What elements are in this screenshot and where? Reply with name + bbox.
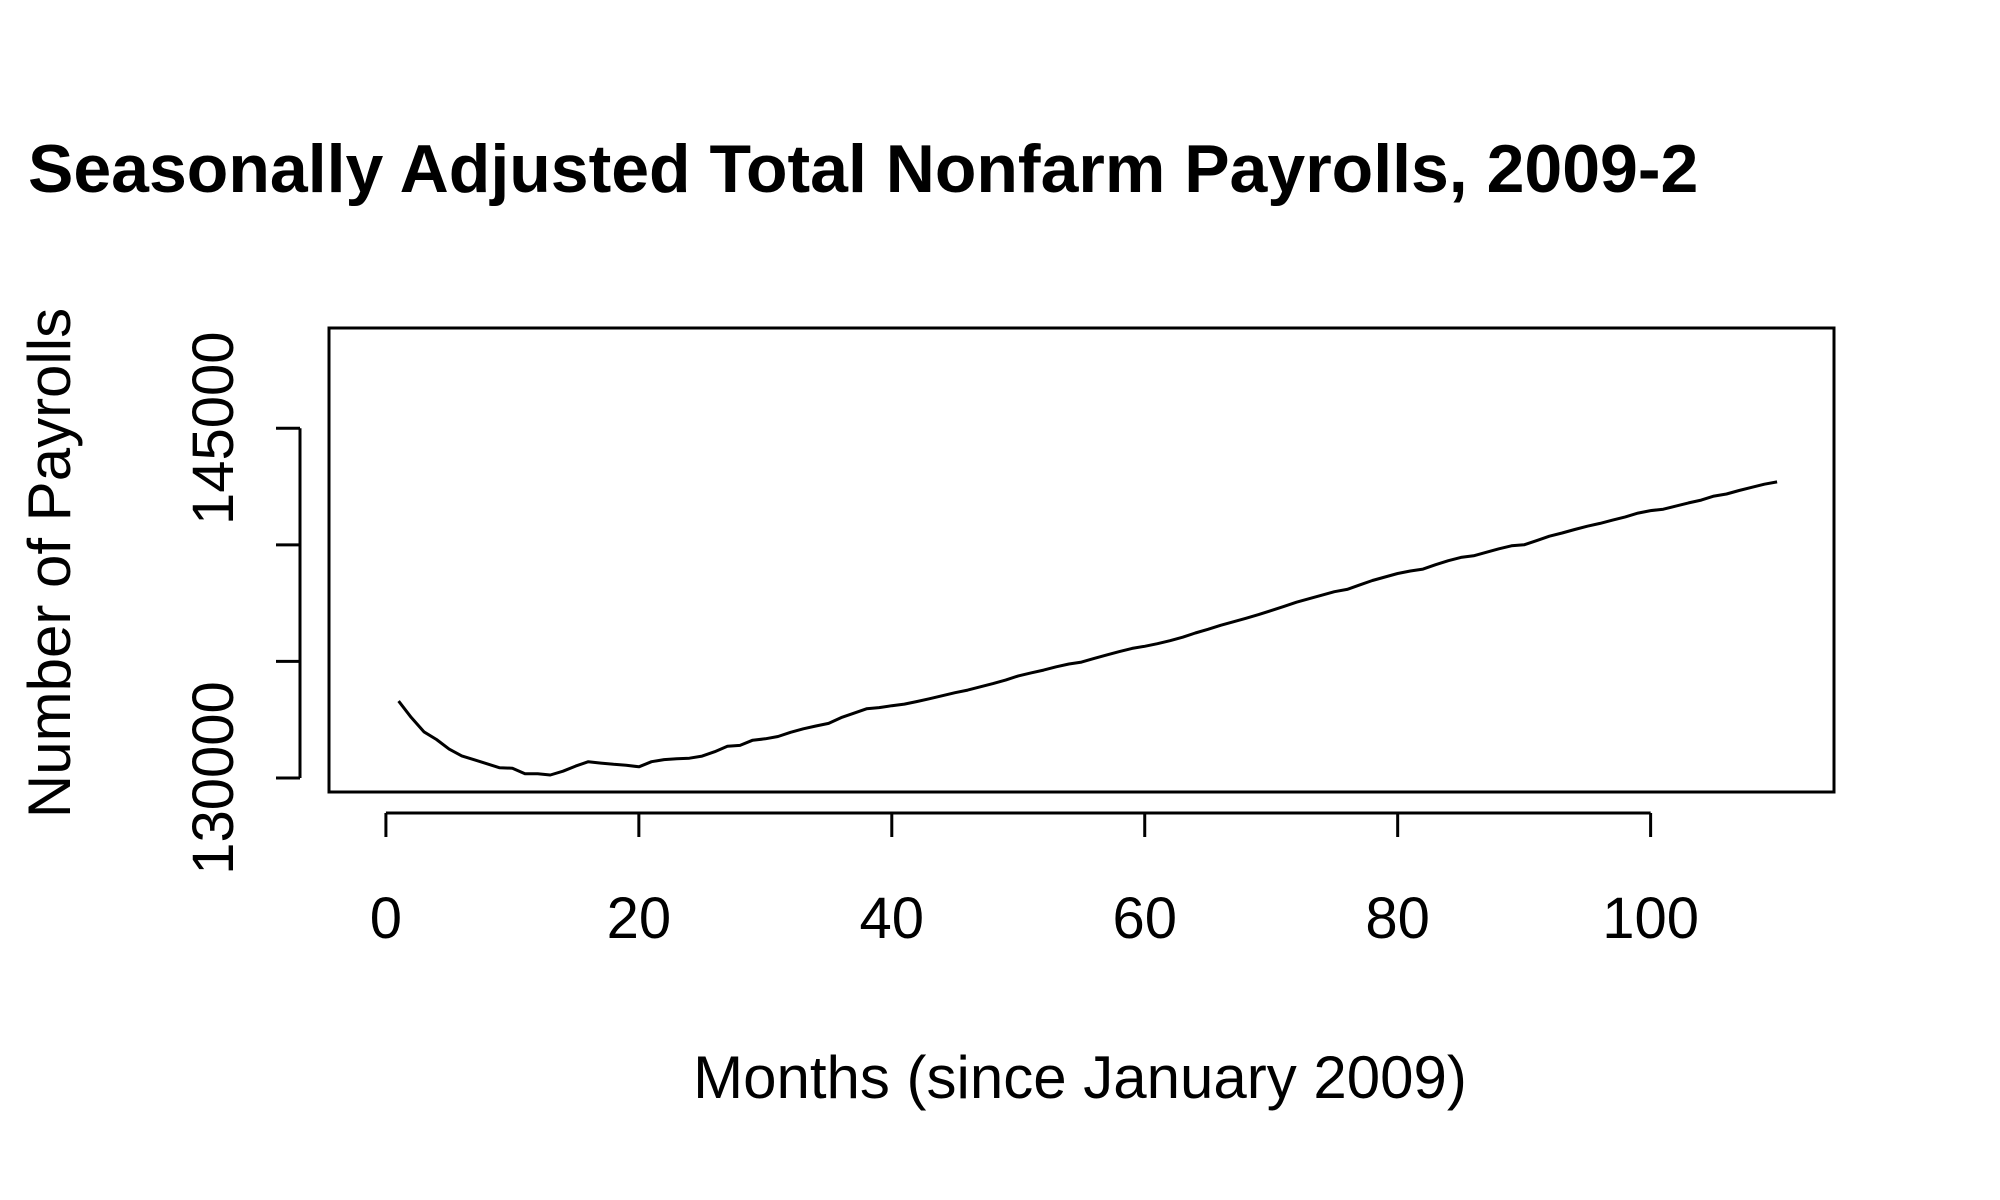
y-axis-title: Number of Payrolls [16, 308, 83, 818]
y-axis: 130000 145000 [181, 331, 302, 875]
plot-box [327, 326, 1836, 794]
x-axis: 0 20 40 60 80 100 [370, 811, 1699, 951]
x-axis-title: Months (since January 2009) [693, 1044, 1467, 1111]
x-tick-label: 40 [860, 886, 925, 951]
x-tick-label: 0 [370, 886, 402, 951]
y-tick-label: 145000 [181, 331, 246, 525]
series-layer [397, 480, 1778, 777]
x-tick-label: 100 [1602, 886, 1699, 951]
series-line [397, 480, 1778, 777]
y-tick-label: 130000 [181, 681, 246, 875]
x-tick-label: 80 [1365, 886, 1430, 951]
x-tick-label: 20 [607, 886, 672, 951]
chart-title: Seasonally Adjusted Total Nonfarm Payrol… [28, 131, 1698, 207]
x-tick-label: 60 [1112, 886, 1177, 951]
